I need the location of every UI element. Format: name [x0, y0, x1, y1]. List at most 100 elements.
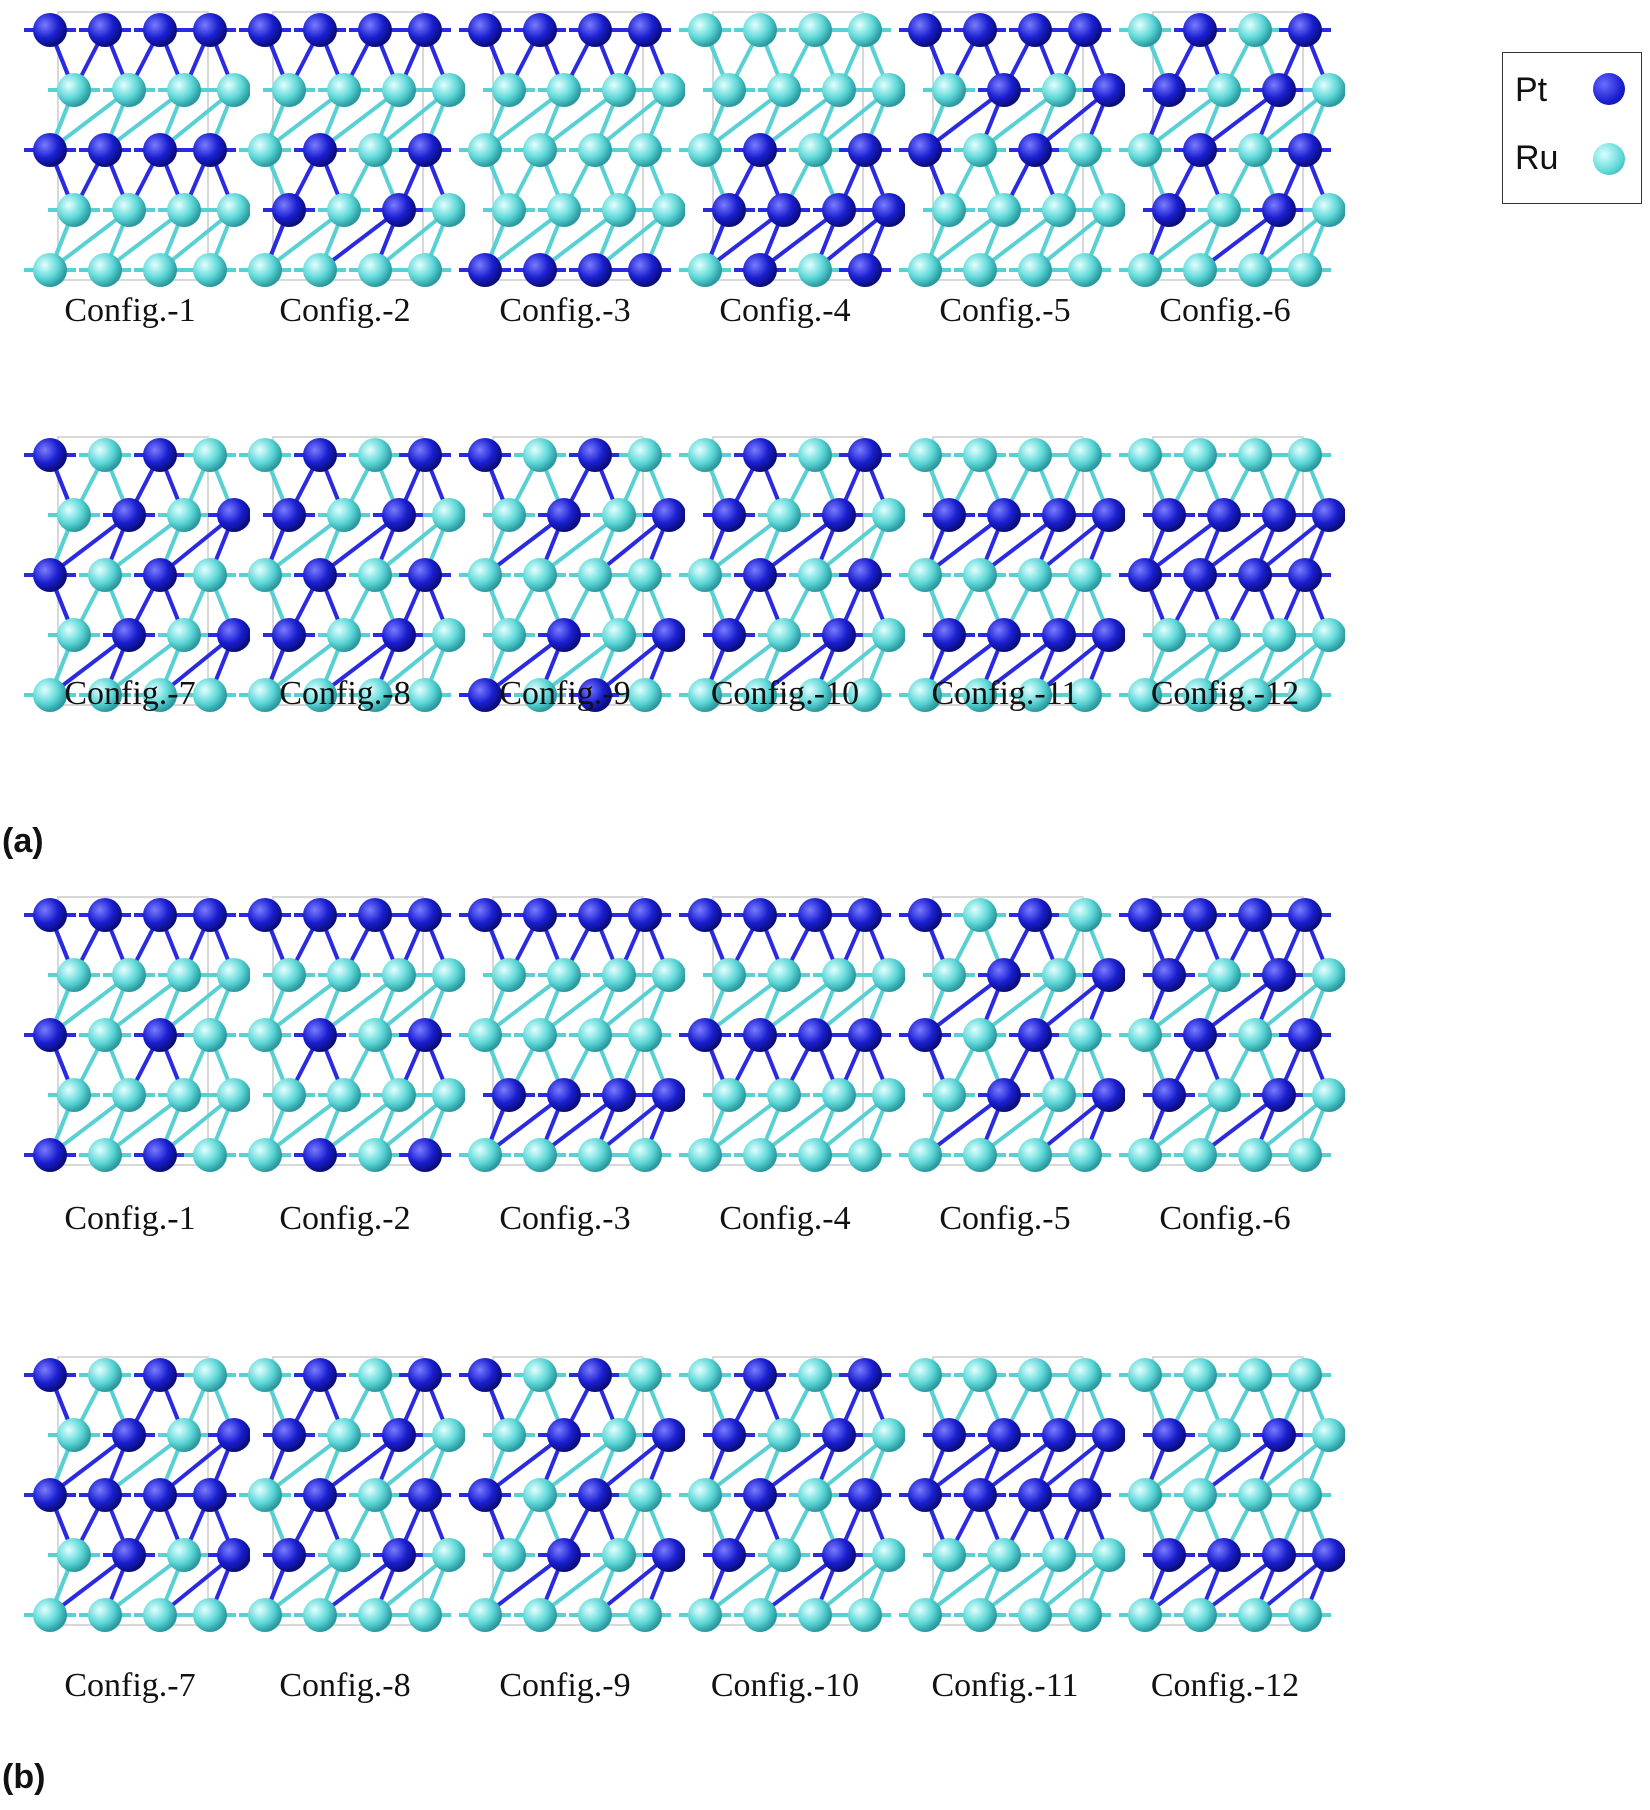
config-caption: Config.-7 — [64, 675, 196, 712]
ru-atom — [1068, 133, 1102, 167]
pt-atom — [1207, 498, 1241, 532]
config-caption: Config.-4 — [719, 1200, 851, 1237]
pt-atom — [408, 558, 442, 592]
unit-cell-outline — [1152, 1356, 1304, 1626]
ru-atom — [743, 1138, 777, 1172]
ru-atom — [628, 1478, 662, 1512]
ru-atom — [798, 133, 832, 167]
ru-atom — [432, 193, 465, 227]
slab-model — [679, 1356, 905, 1632]
pt-atom — [382, 1418, 416, 1452]
config-caption: Config.-6 — [1159, 292, 1291, 329]
ru-atom — [712, 958, 746, 992]
ru-atom — [1207, 618, 1241, 652]
ru-atom — [272, 73, 306, 107]
panel-b-row-1: Config.-1 Config.-2 Config.-3 Config.-4 Conf… — [0, 880, 1650, 1320]
slab-model — [239, 896, 465, 1172]
config-caption: Config.-2 — [279, 1200, 411, 1237]
ru-atom — [578, 1598, 612, 1632]
pt-atom — [822, 618, 856, 652]
pt-atom — [303, 898, 337, 932]
ru-atom — [112, 73, 146, 107]
unit-cell-outline — [272, 1356, 424, 1626]
ru-atom — [1262, 618, 1296, 652]
ru-atom — [872, 498, 905, 532]
ru-atom — [798, 253, 832, 287]
config-structure: Config.-10 — [665, 1345, 905, 1785]
pt-atom — [712, 193, 746, 227]
ru-atom — [217, 1078, 250, 1112]
unit-cell-outline — [712, 436, 864, 706]
pt-atom — [547, 1418, 581, 1452]
ru-atom — [1312, 1418, 1345, 1452]
ru-atom — [688, 133, 722, 167]
unit-cell-outline — [932, 436, 1084, 706]
slab-model — [899, 11, 1125, 287]
pt-atom — [33, 558, 67, 592]
pt-atom — [143, 1478, 177, 1512]
panel-label-a: (a) — [2, 822, 44, 860]
ru-atom — [1068, 1598, 1102, 1632]
ru-atom — [1207, 193, 1241, 227]
ru-atom — [1068, 1018, 1102, 1052]
config-caption: Config.-1 — [64, 292, 196, 329]
pt-atom — [652, 1418, 685, 1452]
ru-atom — [1207, 1418, 1241, 1452]
pt-atom — [1152, 498, 1186, 532]
config-structure: Config.-2 — [225, 885, 465, 1325]
unit-cell-outline — [272, 436, 424, 706]
ru-atom — [963, 1138, 997, 1172]
ru-atom — [1183, 1138, 1217, 1172]
ru-atom — [628, 1598, 662, 1632]
pt-atom — [602, 1078, 636, 1112]
pt-atom — [848, 1478, 882, 1512]
slab-model — [679, 436, 905, 712]
ru-atom — [432, 618, 465, 652]
ru-atom — [1128, 1598, 1162, 1632]
ru-atom — [963, 558, 997, 592]
ru-atom — [547, 958, 581, 992]
ru-atom — [1128, 1358, 1162, 1392]
pt-atom — [547, 498, 581, 532]
pt-atom — [272, 618, 306, 652]
ru-atom — [523, 558, 557, 592]
pt-atom — [578, 253, 612, 287]
pt-atom — [848, 1018, 882, 1052]
ru-atom — [652, 958, 685, 992]
config-structure: Config.-12 — [1105, 1345, 1345, 1785]
ru-atom — [963, 253, 997, 287]
pt-atom — [908, 13, 942, 47]
slab-model — [239, 11, 465, 287]
pt-atom — [382, 1538, 416, 1572]
ru-atom — [1183, 678, 1217, 712]
pt-atom — [628, 13, 662, 47]
config-caption: Config.-10 — [710, 1667, 860, 1704]
ru-atom — [578, 133, 612, 167]
pt-atom — [822, 498, 856, 532]
pt-atom — [987, 1078, 1021, 1112]
ru-atom — [193, 558, 227, 592]
slab-model — [679, 11, 905, 287]
unit-cell-outline — [492, 436, 644, 706]
ru-atom — [963, 1018, 997, 1052]
slab-model — [1119, 11, 1345, 287]
ru-atom — [848, 1138, 882, 1172]
ru-atom — [963, 438, 997, 472]
pt-atom — [1018, 1478, 1052, 1512]
pt-atom — [1288, 13, 1322, 47]
pt-atom — [1092, 1418, 1125, 1452]
ru-atom — [1018, 253, 1052, 287]
ru-atom — [492, 73, 526, 107]
pt-atom — [88, 13, 122, 47]
ru-atom — [848, 1598, 882, 1632]
ru-atom — [432, 73, 465, 107]
ru-atom — [327, 498, 361, 532]
ru-atom — [492, 1418, 526, 1452]
pt-atom — [1207, 1538, 1241, 1572]
pt-atom — [1262, 1538, 1296, 1572]
ru-atom — [798, 1138, 832, 1172]
ru-atom — [578, 558, 612, 592]
ru-atom — [248, 558, 282, 592]
ru-atom — [628, 558, 662, 592]
config-caption: Config.-9 — [499, 675, 631, 712]
